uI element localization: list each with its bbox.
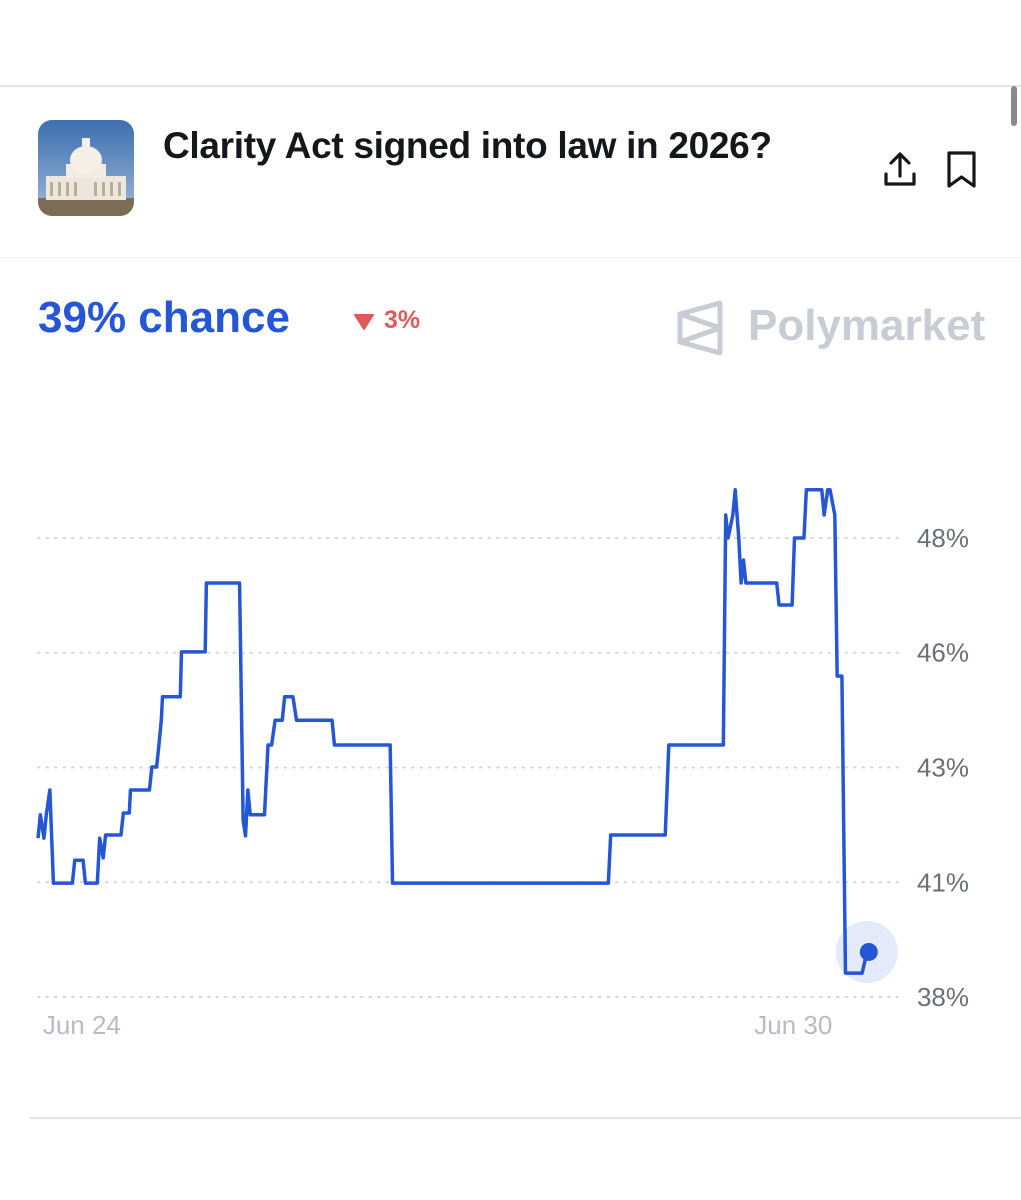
top-divider <box>0 85 1021 87</box>
price-line <box>36 488 869 975</box>
x-tick-label: Jun 30 <box>754 1010 832 1040</box>
brand-name: Polymarket <box>748 301 986 350</box>
change-label: 3% <box>384 306 421 334</box>
share-button[interactable] <box>878 148 922 192</box>
current-point <box>859 942 878 961</box>
chance-label: 39% chance <box>38 293 290 342</box>
y-tick-label: 38% <box>917 982 969 1012</box>
down-arrow <box>354 314 374 330</box>
scrollbar <box>1011 86 1017 126</box>
y-tick-label: 41% <box>917 867 969 897</box>
x-tick-label: Jun 24 <box>43 1010 121 1040</box>
bottom-divider <box>30 1117 1021 1119</box>
bookmark-button[interactable] <box>940 148 984 192</box>
y-tick-label: 43% <box>917 752 969 782</box>
y-tick-label: 46% <box>917 638 969 668</box>
y-tick-label: 48% <box>917 523 969 553</box>
market-image <box>38 120 134 216</box>
header-divider <box>0 257 1021 258</box>
brand-logo <box>677 300 723 356</box>
market-title: Clarity Act signed into law in 2026? <box>163 125 772 166</box>
